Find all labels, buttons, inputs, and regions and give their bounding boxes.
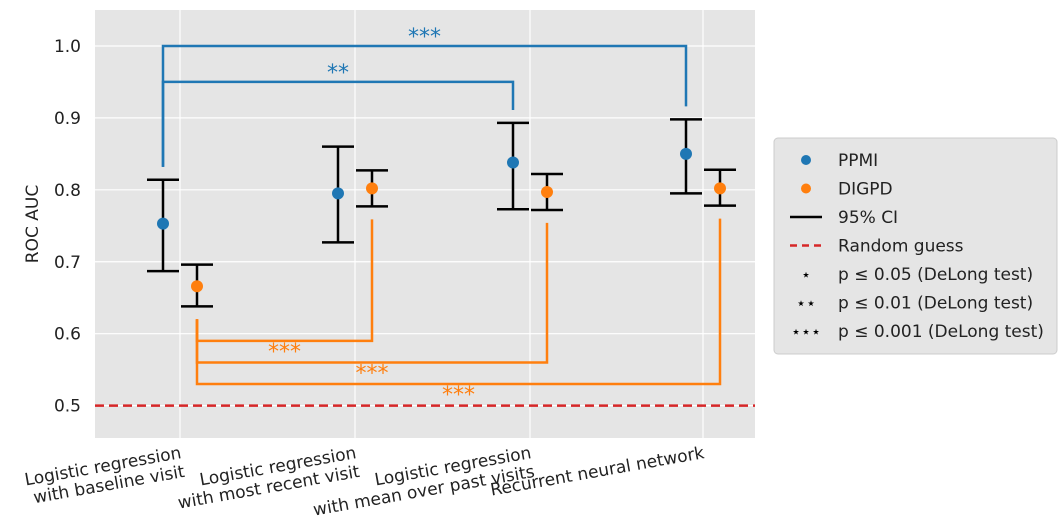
legend-label: p ≤ 0.05 (DeLong test) [838, 265, 1033, 285]
y-axis-label: ROC AUC [23, 185, 43, 263]
plot-area: 0.5 0.6 0.7 0.8 0.9 1.0 ROC AUC Logistic regres… [23, 10, 755, 521]
legend-marker-stars: ⋆⋆ [796, 294, 816, 313]
data-point-ppmi [332, 187, 344, 200]
data-point-ppmi [507, 156, 519, 169]
significance-bracket [195, 218, 722, 386]
y-tick-label: 0.6 [54, 325, 81, 345]
legend-label: p ≤ 0.01 (DeLong test) [838, 294, 1033, 314]
legend-marker-stars: ⋆⋆⋆ [791, 322, 821, 341]
data-point-digpd [541, 185, 553, 198]
significance-label: *** [268, 340, 301, 365]
plot-background [95, 10, 755, 438]
significance-bracket [161, 80, 515, 167]
legend-label: 95% CI [838, 208, 898, 228]
significance-label: *** [442, 383, 475, 408]
y-tick-label: 0.8 [54, 181, 81, 201]
data-point-ppmi [680, 147, 692, 160]
data-point-ppmi [157, 217, 169, 230]
data-point-digpd [714, 182, 726, 195]
significance-label: *** [408, 25, 441, 50]
legend-label: p ≤ 0.001 (DeLong test) [838, 322, 1044, 342]
y-tick-label: 0.5 [54, 397, 81, 417]
y-tick-label: 0.7 [54, 253, 81, 273]
legend-marker-stars: ⋆ [801, 265, 811, 284]
legend-marker-dot [801, 183, 811, 194]
legend-label: PPMI [838, 151, 878, 171]
legend-label: Random guess [838, 237, 964, 257]
data-point-digpd [366, 182, 378, 195]
y-tick-label: 1.0 [54, 37, 81, 57]
data-point-digpd [191, 280, 203, 293]
significance-label: *** [356, 361, 389, 386]
legend-marker-dot [801, 155, 811, 165]
significance-label: ** [327, 61, 349, 86]
legend-label: DIGPD [838, 180, 893, 200]
legend: PPMI DIGPD 95% CI Random guess ⋆ p ≤ 0.05 (De… [773, 137, 1058, 355]
x-tick-label: Logistic regressionwith baseline visit [23, 443, 186, 509]
y-tick-label: 0.9 [54, 109, 81, 129]
legend-box [773, 137, 1058, 355]
